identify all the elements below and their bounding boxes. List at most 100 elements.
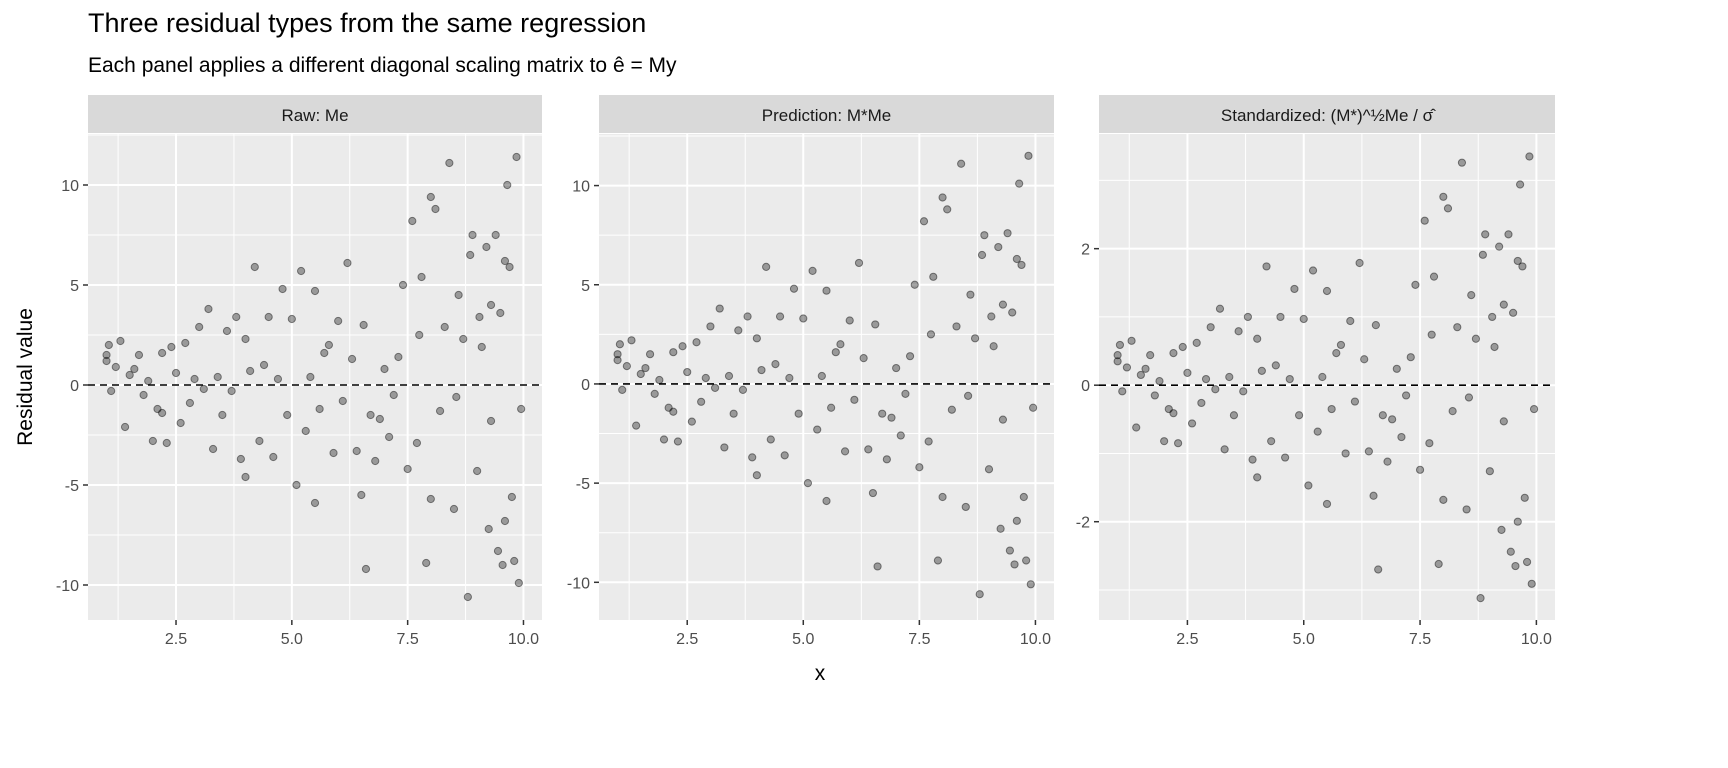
data-point [1243, 312, 1252, 322]
data-point [232, 312, 241, 322]
data-point [854, 258, 864, 268]
data-point [158, 408, 167, 418]
data-point [1411, 280, 1420, 289]
data-point [720, 443, 729, 452]
data-point [641, 363, 650, 373]
data-point [241, 334, 250, 344]
x-tick-label: 10.0 [1521, 631, 1552, 648]
data-point [463, 592, 472, 602]
data-point [977, 250, 987, 260]
data-point [1318, 372, 1327, 382]
data-point [622, 361, 631, 371]
data-point [1294, 411, 1304, 420]
y-tick-label: 0 [581, 377, 590, 394]
y-tick-label: 5 [581, 278, 590, 295]
y-tick-label: -2 [1076, 515, 1090, 532]
facet-panel-3: Standardized: (M*)^½Me / σ̂ 2.5 5.0 7.5 10.0… [1076, 95, 1555, 648]
x-tick-label: 7.5 [1409, 631, 1431, 648]
data-point [926, 330, 936, 339]
data-point [259, 360, 269, 370]
data-point [310, 286, 320, 296]
data-point [1420, 216, 1429, 225]
data-point [394, 352, 403, 362]
data-point [352, 446, 361, 456]
data-point [1008, 308, 1017, 317]
data-point [615, 340, 624, 349]
facet-panel-2: Prediction: M*Me 2.5 5.0 7.5 10.0 -10 -5 0 5 10 [567, 95, 1054, 648]
facet-strip [599, 95, 1054, 133]
data-point [1518, 262, 1527, 271]
data-point [1290, 284, 1299, 294]
data-point [952, 322, 961, 331]
data-point [1225, 372, 1234, 382]
y-tick-label: 2 [1081, 242, 1090, 259]
data-point [468, 230, 477, 240]
data-point [1383, 457, 1392, 466]
data-point [1276, 312, 1285, 322]
data-point [871, 320, 880, 329]
data-point [415, 330, 424, 340]
y-tick-label: 10 [572, 179, 590, 196]
data-point [204, 304, 213, 314]
data-point [1439, 192, 1448, 201]
data-point [766, 435, 775, 444]
data-point [473, 466, 482, 476]
data-point [454, 290, 463, 300]
data-point [1155, 376, 1164, 386]
x-tick-label: 5.0 [792, 631, 814, 648]
data-point [449, 504, 459, 514]
data-point [1364, 447, 1373, 456]
data-point [158, 348, 167, 358]
chart-subtitle: Each panel applies a different diagonal … [88, 54, 677, 77]
data-point [1506, 547, 1515, 556]
data-point [1476, 594, 1485, 603]
data-point [334, 316, 343, 326]
data-point [459, 334, 468, 344]
data-point [162, 438, 171, 448]
data-point [440, 322, 449, 332]
data-point [241, 472, 250, 482]
data-point [1005, 546, 1014, 555]
data-point [255, 436, 264, 446]
data-point [650, 389, 659, 398]
panel-background [1099, 134, 1555, 620]
data-point [752, 334, 761, 343]
data-point [1350, 397, 1360, 406]
data-point [1374, 565, 1383, 574]
data-point [831, 348, 840, 357]
data-point [813, 425, 822, 434]
facet-panel-1: Raw: Me 2.5 5.0 7.5 10.0 -10 -5 0 5 10 [56, 95, 542, 648]
data-point [222, 326, 232, 336]
data-point [1520, 493, 1529, 502]
data-point [729, 409, 738, 418]
data-point [1118, 387, 1127, 396]
data-point [980, 231, 989, 240]
data-point [655, 375, 664, 385]
data-point [1229, 411, 1239, 420]
data-point [484, 524, 493, 534]
facet-strip-label: Prediction: M*Me [762, 106, 891, 125]
data-point [1509, 308, 1518, 317]
data-point [496, 308, 505, 318]
data-point [1248, 455, 1257, 464]
data-point [287, 314, 296, 324]
data-point [673, 437, 683, 446]
data-point [1355, 258, 1364, 268]
data-point [208, 444, 218, 454]
data-point [315, 404, 324, 414]
data-point [1415, 465, 1425, 474]
data-point [1406, 353, 1415, 362]
data-point [882, 455, 891, 464]
x-tick-label: 10.0 [1020, 631, 1051, 648]
chart-title: Three residual types from the same regre… [88, 8, 647, 38]
data-point [1427, 330, 1436, 339]
data-point [994, 242, 1003, 252]
data-point [987, 312, 996, 321]
y-tick-label: 0 [1081, 378, 1090, 395]
x-tick-label: 5.0 [1293, 631, 1315, 648]
data-point [380, 364, 389, 374]
data-point [408, 216, 417, 226]
data-point [153, 404, 162, 414]
data-point [1206, 323, 1215, 332]
